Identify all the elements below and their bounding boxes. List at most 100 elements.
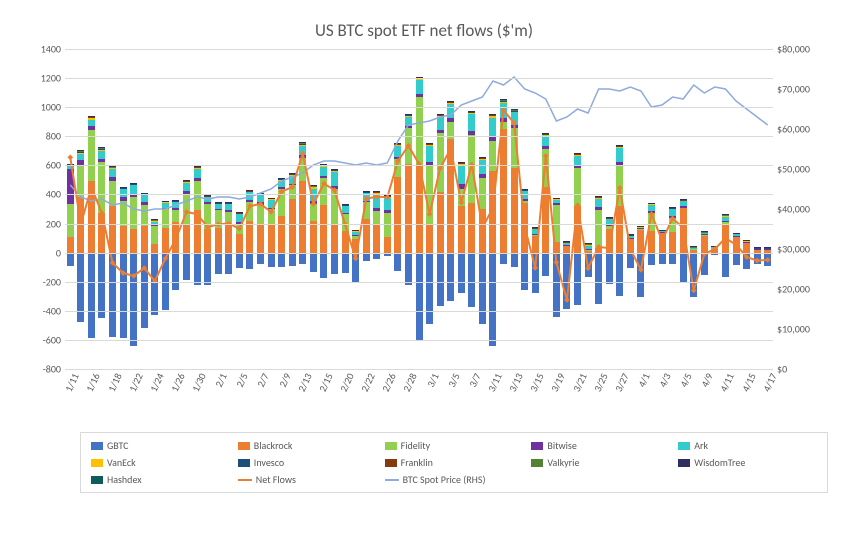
- x-label: 2/20: [337, 371, 357, 394]
- legend-swatch: [385, 442, 397, 450]
- x-label: 1/26: [168, 371, 188, 394]
- x-label: 4/3: [656, 371, 674, 389]
- x-label: 4/17: [760, 371, 780, 394]
- y-right-label: $20,000: [777, 283, 825, 296]
- legend-swatch: [91, 459, 103, 467]
- legend-label: Blackrock: [254, 439, 293, 452]
- x-label: 3/13: [506, 371, 526, 394]
- y-right-label: $70,000: [777, 83, 825, 96]
- x-label: 2/26: [379, 371, 399, 394]
- legend-item-NetFlows: Net Flows: [238, 473, 377, 486]
- x-label: 4/5: [677, 371, 695, 389]
- legend-label: GBTC: [107, 439, 129, 452]
- legend-label: BTC Spot Price (RHS): [403, 473, 486, 486]
- x-label: 1/24: [147, 371, 167, 394]
- x-label: 2/5: [233, 371, 251, 389]
- y-right-label: $0: [777, 363, 825, 376]
- y-right-label: $60,000: [777, 123, 825, 136]
- legend-swatch: [238, 459, 250, 467]
- x-label: 2/13: [295, 371, 315, 394]
- legend-label: Hashdex: [107, 473, 142, 486]
- x-label: 3/15: [527, 371, 547, 394]
- grid-line: [65, 78, 773, 79]
- y-left-label: 0: [23, 246, 61, 259]
- legend-item-BTCPrice: BTC Spot Price (RHS): [385, 473, 524, 486]
- legend-swatch: [678, 442, 690, 450]
- grid-line: [65, 311, 773, 312]
- legend-swatch: [531, 459, 543, 467]
- legend-label: Fidelity: [401, 439, 431, 452]
- legend-item-Invesco: Invesco: [238, 456, 377, 469]
- legend: GBTC Blackrock Fidelity Bitwise Ark VanEck Inv…: [80, 432, 828, 493]
- plot-area: -800-600-400-200020040060080010001200140…: [65, 49, 773, 369]
- grid-line: [65, 340, 773, 341]
- x-label: 3/5: [445, 371, 463, 389]
- x-label: 3/25: [591, 371, 611, 394]
- lines-layer: [65, 49, 773, 369]
- legend-label: VanEck: [107, 456, 136, 469]
- grid-line: [65, 224, 773, 225]
- y-left-label: -600: [23, 333, 61, 346]
- legend-item-VanEck: VanEck: [91, 456, 230, 469]
- x-label: 3/7: [466, 371, 484, 389]
- y-right-label: $30,000: [777, 243, 825, 256]
- y-left-label: -800: [23, 363, 61, 376]
- x-label: 2/28: [400, 371, 420, 394]
- x-label: 1/11: [62, 371, 82, 394]
- legend-item-Hashdex: Hashdex: [91, 473, 230, 486]
- y-left-label: 1000: [23, 101, 61, 114]
- legend-label: Bitwise: [547, 439, 576, 452]
- y-right-label: $10,000: [777, 323, 825, 336]
- x-label: 3/19: [548, 371, 568, 394]
- legend-swatch: [385, 459, 397, 467]
- y-left-label: 1200: [23, 72, 61, 85]
- x-label: 1/30: [189, 371, 209, 394]
- grid-line: [65, 253, 773, 254]
- y-left-label: 800: [23, 130, 61, 143]
- x-label: 2/9: [276, 371, 294, 389]
- legend-swatch: [91, 442, 103, 450]
- x-axis: 1/111/161/181/221/241/261/302/12/52/72/9…: [65, 369, 773, 424]
- legend-item-Valkyrie: Valkyrie: [531, 456, 670, 469]
- grid-line: [65, 107, 773, 108]
- x-label: 1/22: [126, 371, 146, 394]
- legend-swatch: [238, 442, 250, 450]
- chart-title: US BTC spot ETF net flows ($'m): [20, 20, 828, 41]
- x-label: 3/1: [424, 371, 442, 389]
- y-left-label: 600: [23, 159, 61, 172]
- legend-item-Blackrock: Blackrock: [238, 439, 377, 452]
- legend-item-GBTC: GBTC: [91, 439, 230, 452]
- legend-item-Franklin: Franklin: [385, 456, 524, 469]
- x-label: 1/16: [83, 371, 103, 394]
- legend-label: Invesco: [254, 456, 284, 469]
- x-label: 2/1: [212, 371, 230, 389]
- y-left-label: -400: [23, 304, 61, 317]
- y-right-label: $50,000: [777, 163, 825, 176]
- y-left-label: 1400: [23, 43, 61, 56]
- x-label: 3/11: [485, 371, 505, 394]
- grid-line: [65, 194, 773, 195]
- grid-line: [65, 49, 773, 50]
- x-label: 4/11: [717, 371, 737, 394]
- x-label: 4/9: [698, 371, 716, 389]
- x-label: 2/7: [255, 371, 273, 389]
- y-left-label: -200: [23, 275, 61, 288]
- grid-line: [65, 165, 773, 166]
- grid-line: [65, 282, 773, 283]
- legend-item-Bitwise: Bitwise: [531, 439, 670, 452]
- y-right-label: $80,000: [777, 43, 825, 56]
- x-label: 3/27: [612, 371, 632, 394]
- legend-label: WisdomTree: [694, 456, 745, 469]
- legend-swatch: [238, 479, 252, 481]
- etf-flows-chart: US BTC spot ETF net flows ($'m) -800-600…: [20, 20, 828, 521]
- x-label: 1/18: [104, 371, 124, 394]
- y-left-label: 200: [23, 217, 61, 230]
- legend-item-WisdomTree: WisdomTree: [678, 456, 817, 469]
- legend-swatch: [385, 479, 399, 481]
- x-label: 2/15: [316, 371, 336, 394]
- legend-swatch: [678, 459, 690, 467]
- line: [70, 77, 767, 211]
- legend-label: Ark: [694, 439, 708, 452]
- grid-line: [65, 136, 773, 137]
- x-label: 4/1: [635, 371, 653, 389]
